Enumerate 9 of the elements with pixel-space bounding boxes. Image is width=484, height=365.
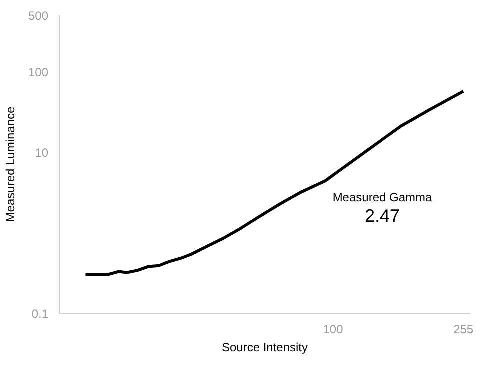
y-tick-label: 500 bbox=[28, 9, 49, 23]
y-tick-label: 100 bbox=[28, 65, 49, 80]
x-axis-title: Source Intensity bbox=[222, 340, 308, 354]
y-axis-title: Measured Luminance bbox=[3, 106, 18, 222]
y-tick-label: 0.1 bbox=[32, 307, 49, 321]
y-tick-label: 10 bbox=[35, 146, 49, 160]
x-tick-label: 255 bbox=[454, 322, 474, 336]
annotation: Measured Gamma bbox=[332, 190, 433, 204]
annotation: 2.47 bbox=[364, 206, 400, 226]
